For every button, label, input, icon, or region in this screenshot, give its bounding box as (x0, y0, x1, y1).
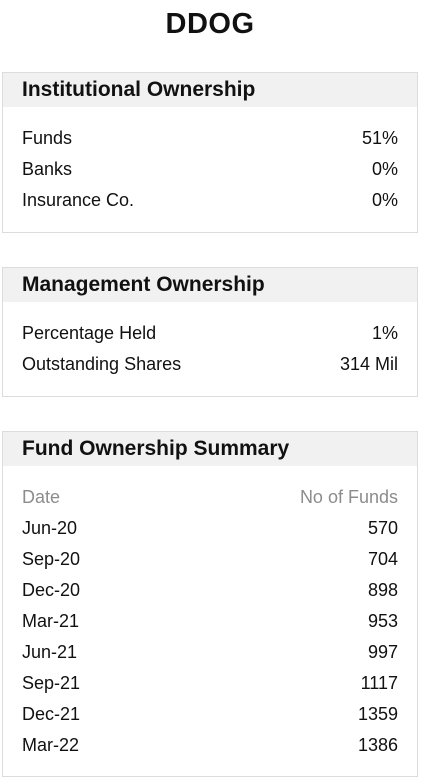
row-value: 51% (361, 128, 398, 148)
row-label: Funds (22, 128, 73, 148)
row-date: Jun-20 (22, 518, 78, 538)
table-row: Dec-21 1359 (22, 699, 398, 730)
ownership-row-funds: Funds 51% (22, 123, 398, 154)
management-row-percentage-held: Percentage Held 1% (22, 318, 398, 349)
table-row: Dec-20 898 (22, 575, 398, 606)
row-date: Mar-22 (22, 735, 80, 755)
row-label: Banks (22, 159, 73, 179)
column-header-date: Date (22, 487, 61, 507)
fund-ownership-summary-card: Fund Ownership Summary Date No of Funds … (2, 431, 418, 777)
row-value: 314 Mil (339, 354, 398, 374)
management-ownership-list: Percentage Held 1% Outstanding Shares 31… (3, 302, 417, 380)
ticker-title: DDOG (165, 8, 255, 40)
ownership-row-banks: Banks 0% (22, 154, 398, 185)
row-funds: 953 (367, 611, 398, 631)
table-row: Mar-21 953 (22, 606, 398, 637)
row-date: Jun-21 (22, 642, 78, 662)
row-funds: 570 (367, 518, 398, 538)
table-row: Jun-21 997 (22, 637, 398, 668)
row-funds: 997 (367, 642, 398, 662)
row-value: 0% (371, 159, 398, 179)
row-date: Dec-21 (22, 704, 81, 724)
row-date: Sep-21 (22, 673, 81, 693)
ownership-row-insurance: Insurance Co. 0% (22, 185, 398, 216)
table-header-row: Date No of Funds (22, 482, 398, 513)
management-ownership-title: Management Ownership (3, 268, 417, 302)
column-header-funds: No of Funds (299, 487, 398, 507)
row-funds: 898 (367, 580, 398, 600)
fund-ownership-table: Date No of Funds Jun-20 570 Sep-20 704 D… (3, 466, 417, 761)
row-funds: 1117 (360, 673, 398, 693)
row-label: Outstanding Shares (22, 354, 182, 374)
row-funds: 704 (367, 549, 398, 569)
management-ownership-card: Management Ownership Percentage Held 1% … (2, 267, 418, 397)
table-row: Jun-20 570 (22, 513, 398, 544)
table-row: Mar-22 1386 (22, 730, 398, 761)
row-label: Percentage Held (22, 323, 157, 343)
table-row: Sep-21 1117 (22, 668, 398, 699)
institutional-ownership-list: Funds 51% Banks 0% Insurance Co. 0% (3, 107, 417, 216)
row-value: 1% (371, 323, 398, 343)
row-date: Dec-20 (22, 580, 81, 600)
row-date: Mar-21 (22, 611, 80, 631)
row-value: 0% (371, 190, 398, 210)
management-row-outstanding-shares: Outstanding Shares 314 Mil (22, 349, 398, 380)
row-label: Insurance Co. (22, 190, 135, 210)
institutional-ownership-card: Institutional Ownership Funds 51% Banks … (2, 72, 418, 233)
fund-ownership-summary-title: Fund Ownership Summary (3, 432, 417, 466)
institutional-ownership-title: Institutional Ownership (3, 73, 417, 107)
table-row: Sep-20 704 (22, 544, 398, 575)
row-date: Sep-20 (22, 549, 81, 569)
row-funds: 1359 (357, 704, 398, 724)
row-funds: 1386 (357, 735, 398, 755)
